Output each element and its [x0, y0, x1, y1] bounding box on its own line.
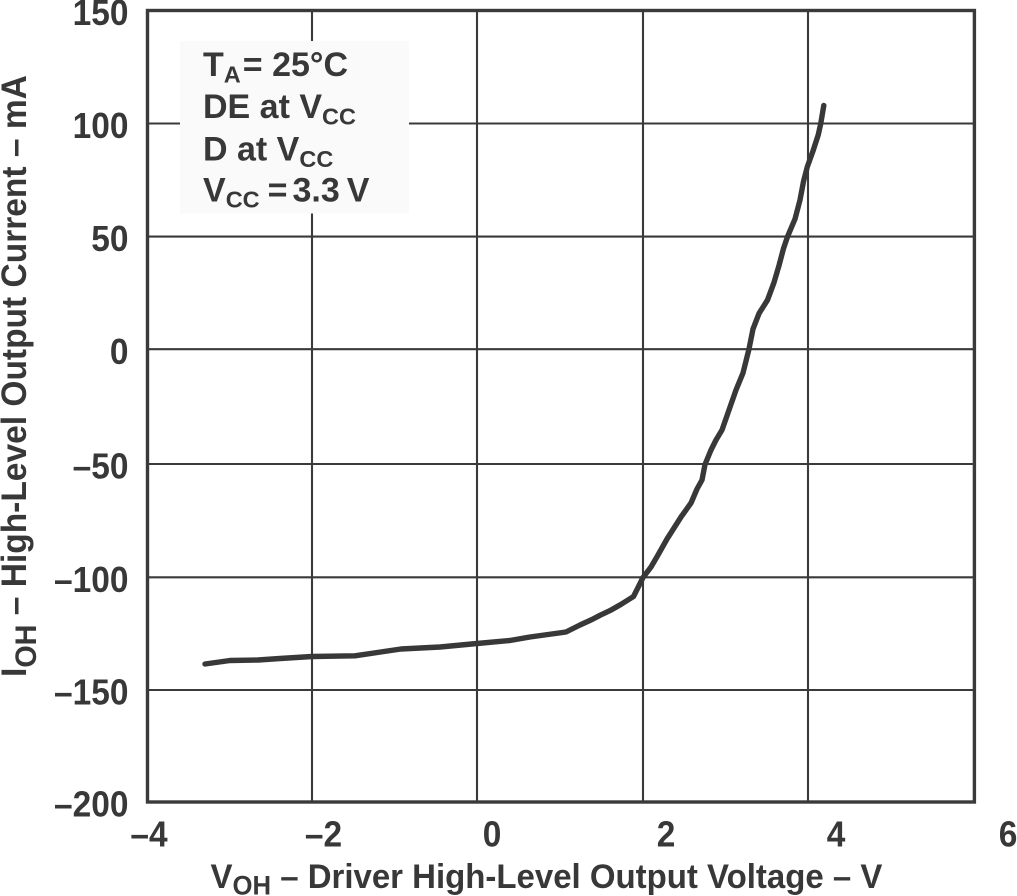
- svg-text:2: 2: [657, 815, 676, 854]
- svg-text:0: 0: [110, 333, 129, 372]
- svg-text:–200: –200: [54, 785, 128, 824]
- svg-text:6: 6: [999, 815, 1017, 854]
- svg-text:50: 50: [91, 220, 128, 259]
- svg-text:100: 100: [73, 107, 129, 146]
- svg-text:150: 150: [73, 0, 129, 33]
- svg-text:–150: –150: [54, 673, 128, 712]
- svg-text:TA= 25°C: TA= 25°C: [203, 46, 348, 87]
- svg-text:4: 4: [827, 815, 846, 854]
- svg-text:0: 0: [483, 815, 502, 854]
- svg-text:VOH – Driver High-Level Output: VOH – Driver High-Level Output Voltage –…: [211, 859, 883, 896]
- svg-text:–2: –2: [305, 815, 342, 854]
- svg-text:–50: –50: [73, 447, 129, 486]
- svg-text:–100: –100: [54, 561, 128, 600]
- svg-text:–4: –4: [130, 815, 168, 854]
